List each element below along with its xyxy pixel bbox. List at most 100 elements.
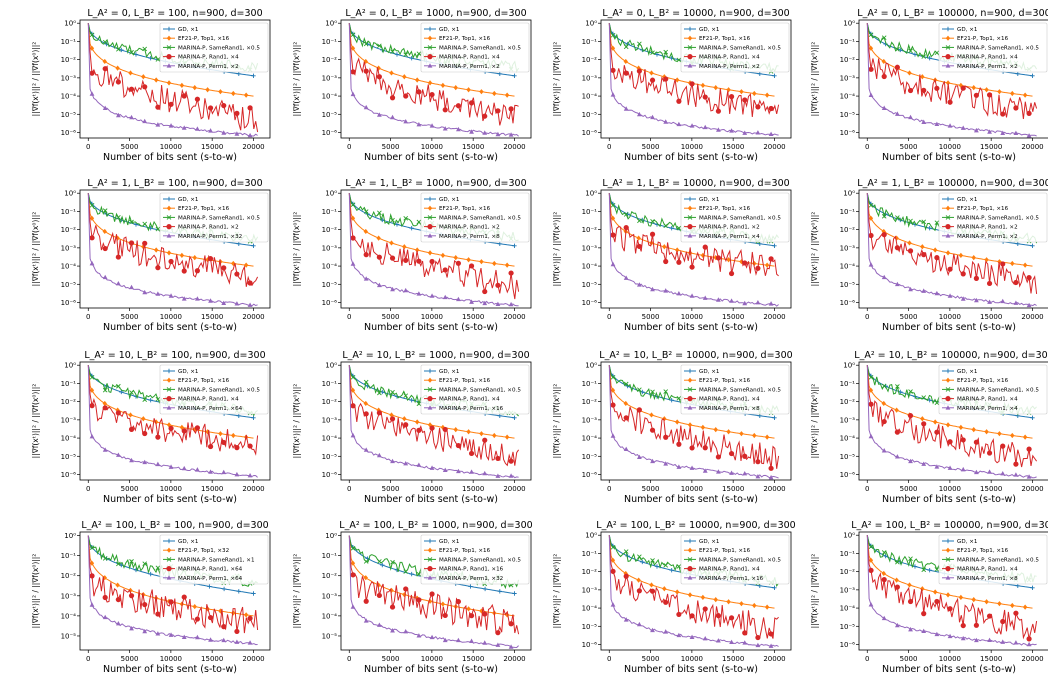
x-tick-label: 0 [86, 143, 90, 151]
legend-marker [945, 63, 951, 68]
x-tick-label: 20000 [242, 655, 264, 663]
subplot-3: L_A² = 0, L_B² = 10000, n=900, d=300 10⁰ 1… [552, 8, 792, 163]
series-marker [623, 573, 629, 579]
series-marker [610, 33, 616, 38]
series-marker [380, 562, 385, 568]
legend-entry: EF21-P, Top1, ×16 [957, 378, 1009, 384]
series-marker [416, 571, 422, 577]
subplot-title: L_A² = 1, L_B² = 100, n=900, d=300 [87, 178, 262, 189]
series-marker [155, 631, 161, 636]
series-marker [416, 597, 422, 603]
y-tick-label: 10⁻² [322, 572, 338, 580]
series-marker [945, 592, 951, 598]
series-marker [689, 81, 695, 87]
legend-entry: MARINA-P, Perm1, ×8 [957, 576, 1018, 582]
series-marker [89, 260, 95, 266]
legend-marker [166, 215, 172, 220]
series-marker [403, 460, 409, 466]
series-marker [1022, 604, 1028, 610]
series-marker [455, 296, 461, 302]
series-marker [610, 203, 616, 208]
series-marker [479, 259, 484, 265]
y-tick-label: 10⁻⁶ [582, 641, 598, 649]
series-marker [895, 215, 900, 220]
x-axis-label: Number of bits sent (s-to-w) [882, 322, 1016, 333]
series-marker [654, 52, 660, 57]
legend-marker [687, 233, 693, 238]
y-tick-label: 10⁻⁴ [61, 93, 77, 101]
series-marker [221, 102, 227, 109]
y-tick-label: 10⁰ [585, 20, 597, 28]
legend-entry: MARINA-P, Perm1, ×4 [957, 406, 1018, 412]
series-marker [700, 424, 706, 430]
series-marker [482, 640, 488, 645]
series-marker [218, 608, 223, 614]
series-marker [772, 585, 777, 590]
legend-marker [945, 233, 951, 238]
legend-marker [687, 557, 693, 562]
series-marker [497, 413, 502, 418]
series-marker [868, 567, 874, 573]
series-marker [739, 89, 744, 95]
series-marker [662, 244, 667, 250]
series-marker [389, 255, 396, 261]
series-marker [128, 587, 133, 593]
series-marker [610, 261, 616, 267]
series-marker [504, 92, 510, 98]
series-marker [194, 634, 200, 640]
series-marker [402, 244, 407, 250]
x-axis-label: Number of bits sent (s-to-w) [624, 664, 758, 675]
series-line-marina-p-perm1 [866, 535, 1037, 646]
series-marker [1000, 261, 1006, 267]
series-marker [390, 49, 395, 54]
series-marker [650, 286, 655, 292]
series-marker [752, 602, 757, 609]
series-marker [350, 45, 356, 51]
series-marker [192, 255, 197, 261]
series-marker [742, 260, 748, 266]
series-marker [650, 389, 655, 395]
series-marker [702, 606, 708, 612]
series-marker [350, 32, 356, 38]
series-marker [102, 447, 108, 452]
series-marker [650, 627, 655, 633]
series-marker [700, 594, 706, 600]
y-axis-label: ||∇f(xᵗ)||² / ||∇f(x⁰)||² [552, 212, 561, 287]
series-marker [453, 427, 458, 433]
series-marker [350, 261, 356, 266]
x-tick-label: 5000 [382, 313, 400, 321]
series-marker [921, 219, 927, 225]
x-tick-label: 5000 [900, 655, 918, 663]
series-marker [508, 106, 514, 112]
x-tick-label: 5000 [121, 313, 139, 321]
series-marker [512, 591, 517, 596]
series-marker [700, 252, 706, 258]
series-marker [881, 105, 887, 110]
series-marker [363, 104, 369, 110]
series-marker [427, 422, 433, 428]
legend-entry: GD, ×1 [699, 539, 720, 545]
series-marker [389, 95, 396, 101]
series-marker [868, 262, 874, 267]
series-marker [636, 454, 642, 459]
series-marker [221, 586, 227, 592]
series-marker [1013, 640, 1019, 645]
series-marker [927, 225, 932, 231]
subplot-title: L_A² = 100, L_B² = 10000, n=900, d=300 [596, 520, 795, 531]
series-marker [376, 282, 382, 288]
series-marker [1015, 241, 1020, 246]
series-marker [610, 545, 616, 550]
series-marker [208, 128, 213, 133]
series-marker [115, 254, 121, 260]
series-marker [350, 560, 356, 566]
x-tick-label: 20000 [763, 655, 785, 663]
series-marker [623, 44, 629, 50]
series-marker [713, 597, 718, 603]
series-marker [350, 545, 356, 551]
series-marker [920, 416, 925, 422]
series-marker [742, 130, 748, 135]
series-marker [350, 235, 356, 241]
subplot-10: L_A² = 10, L_B² = 1000, n=900, d=300 10⁰ 1… [292, 350, 532, 505]
series-marker [669, 397, 674, 403]
series-marker [218, 89, 223, 95]
